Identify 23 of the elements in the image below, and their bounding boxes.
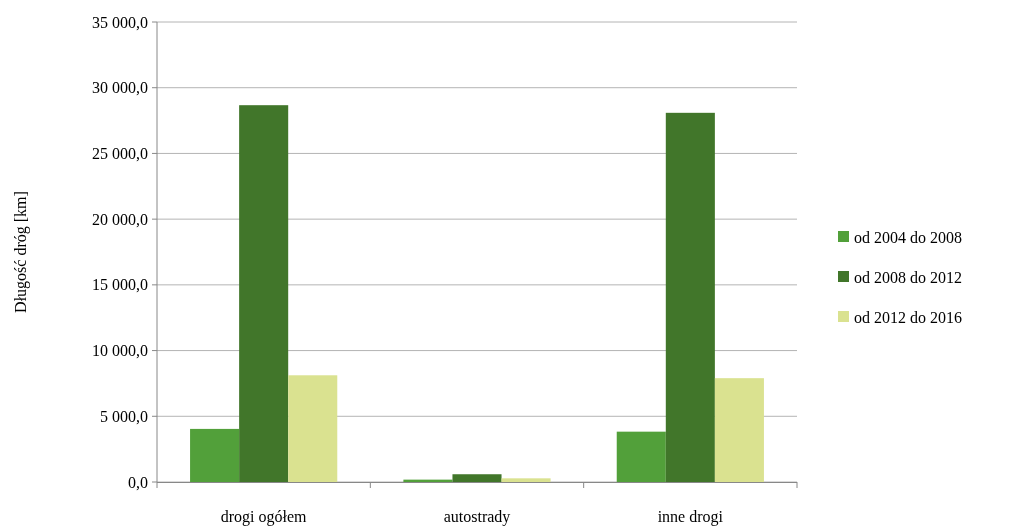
y-tick-label: 15 000,0 (92, 276, 148, 294)
y-tick-label: 20 000,0 (92, 210, 148, 228)
bar (501, 478, 551, 482)
bar (288, 375, 338, 482)
legend-label: od 2008 do 2012 (854, 268, 962, 286)
y-tick-label: 30 000,0 (92, 79, 148, 97)
x-tick-label: inne drogi (657, 508, 724, 526)
legend-label: od 2004 do 2008 (854, 228, 962, 246)
bar (714, 378, 764, 482)
x-tick-label: autostrady (443, 508, 511, 526)
y-axis-title: Długość dróg [km] (12, 191, 30, 313)
bar (190, 428, 240, 482)
y-tick-label: 25 000,0 (92, 145, 148, 163)
y-tick-label: 10 000,0 (92, 342, 148, 360)
y-tick-label: 5 000,0 (100, 407, 148, 425)
bar (616, 431, 666, 482)
x-tick-label: drogi ogółem (220, 508, 308, 526)
legend-label: od 2012 do 2016 (854, 308, 962, 326)
bar (665, 112, 715, 482)
bar (239, 105, 289, 482)
bar (452, 474, 502, 482)
y-tick-label: 0,0 (128, 473, 148, 491)
y-tick-label: 35 000,0 (92, 13, 148, 31)
